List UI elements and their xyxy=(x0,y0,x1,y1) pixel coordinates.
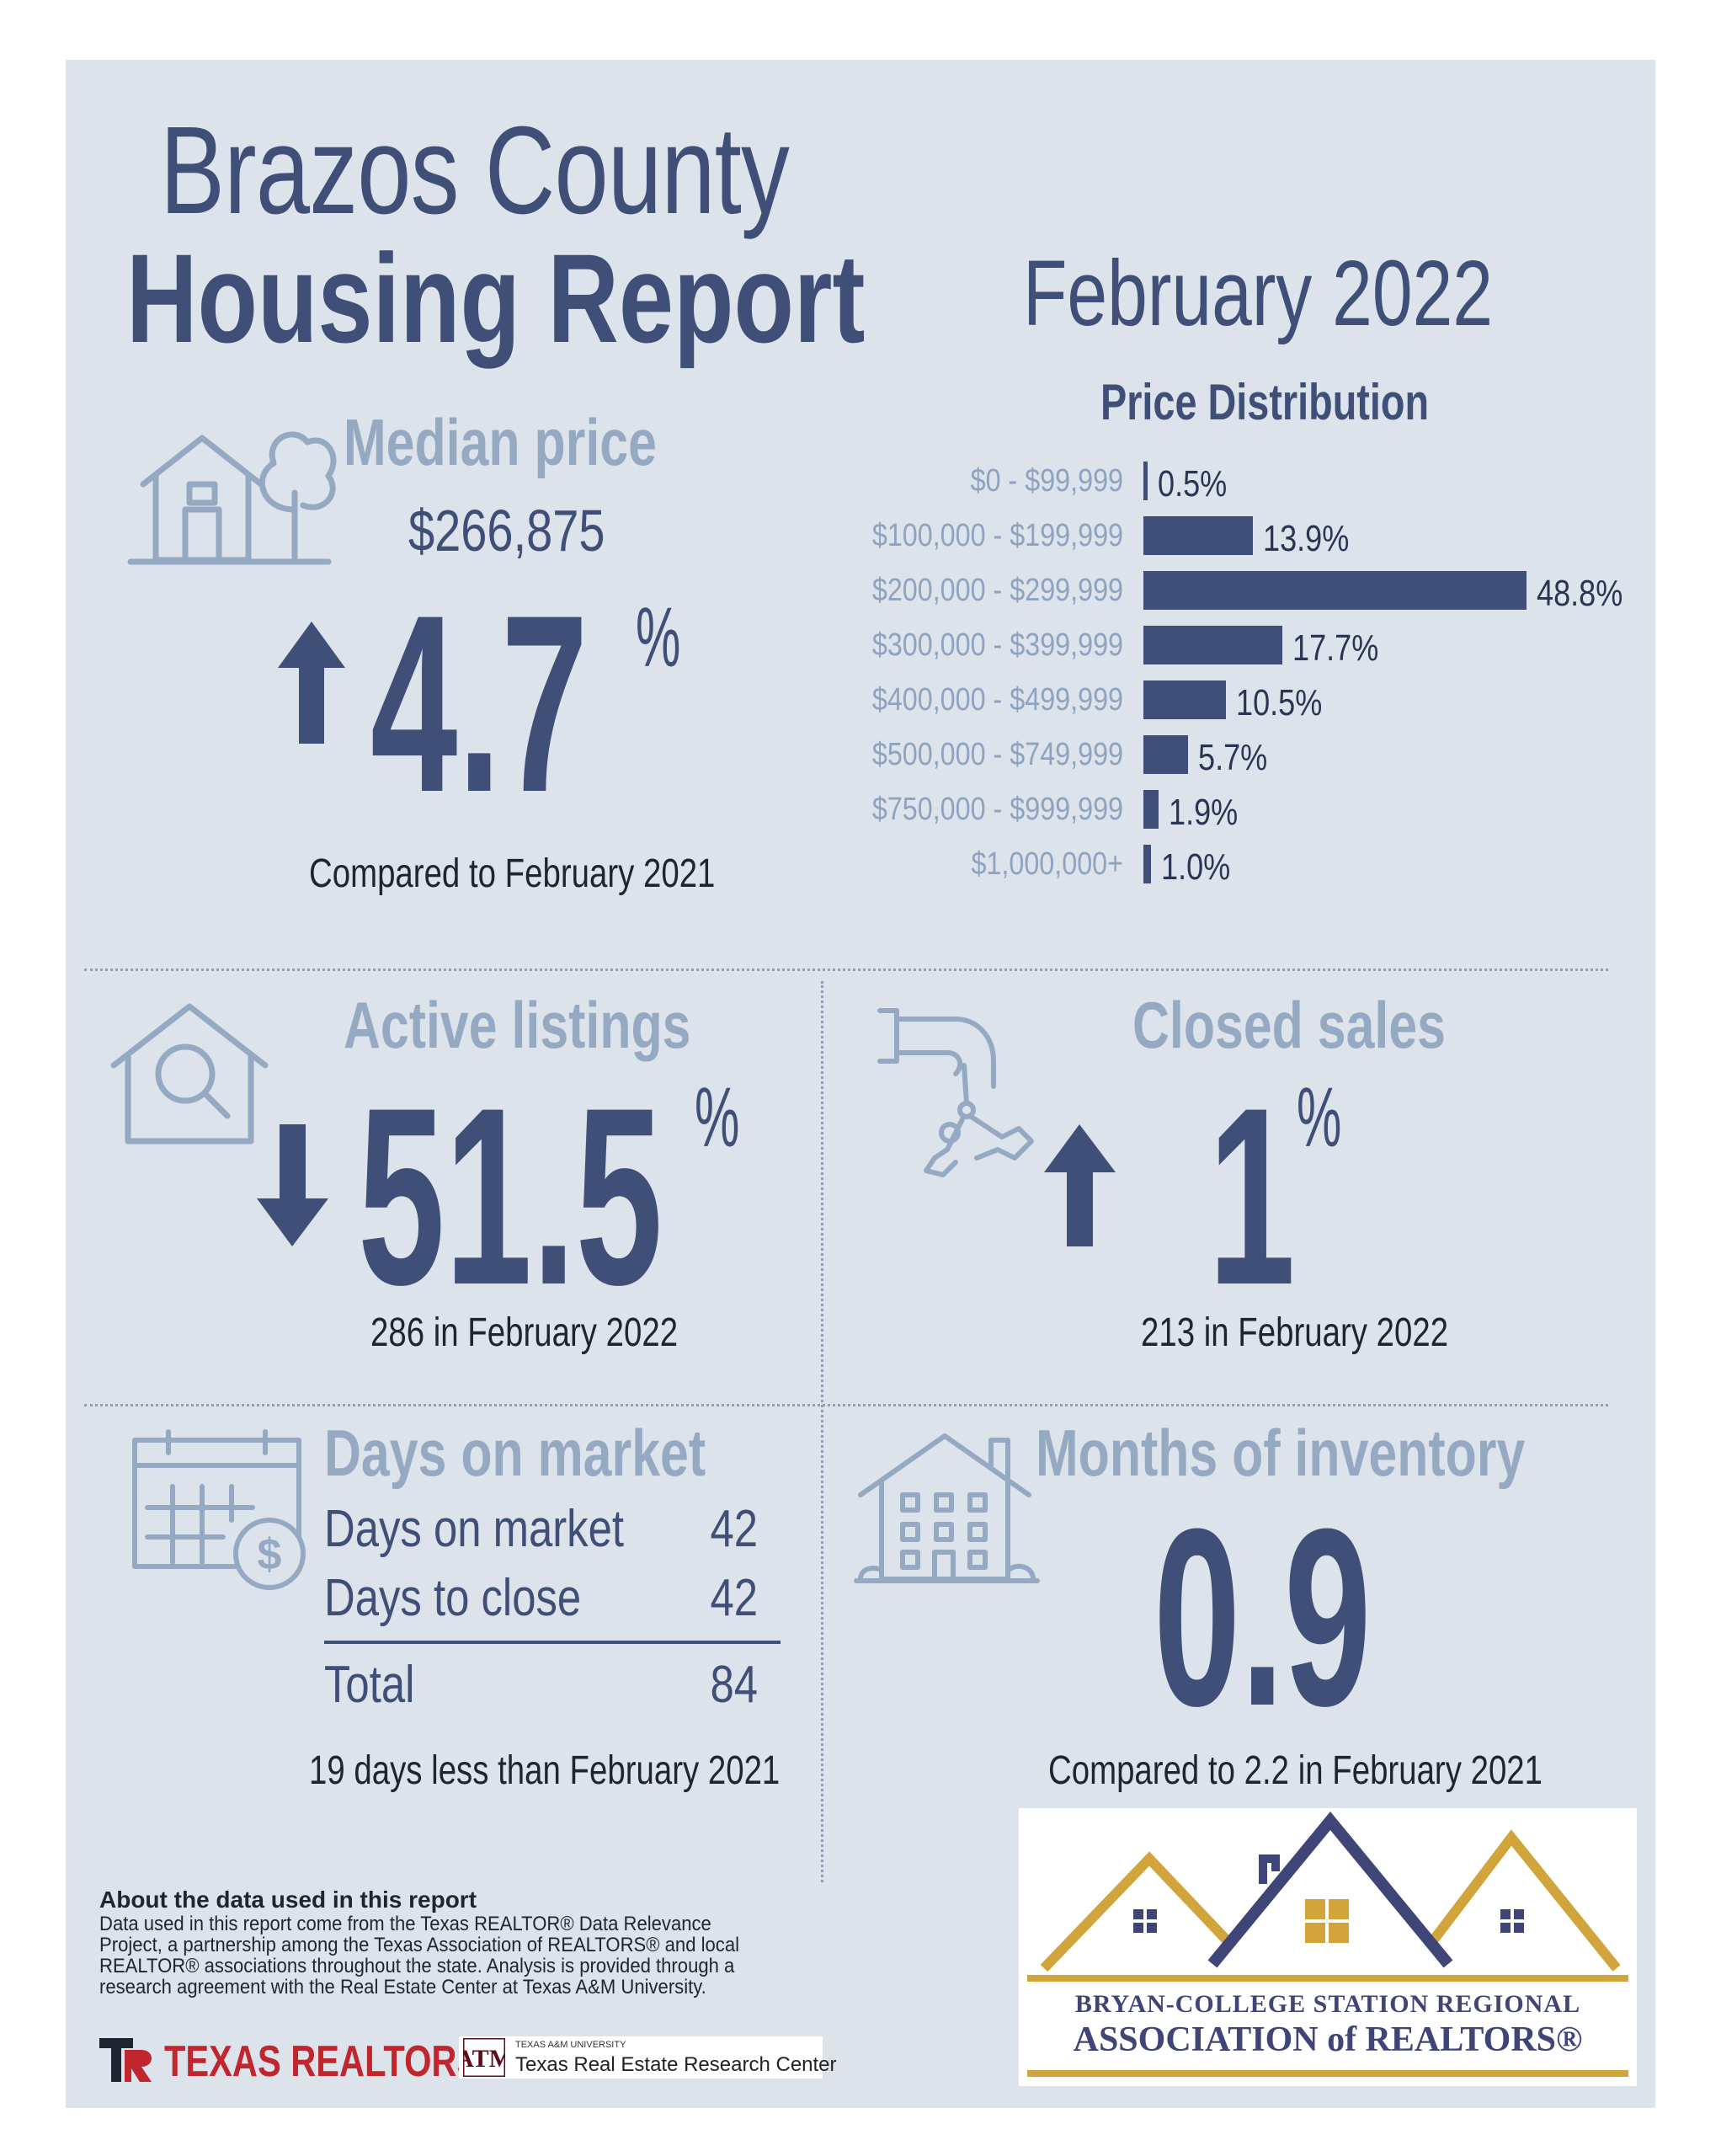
bcs-bottom-rule xyxy=(1027,2070,1628,2077)
active-listings-unit: % xyxy=(695,1070,740,1165)
closed-sales-change: 1 xyxy=(1208,1054,1296,1337)
tamu-center-name: Texas Real Estate Research Center xyxy=(515,2053,837,2076)
about-title: About the data used in this report xyxy=(99,1886,477,1913)
up-arrow-icon xyxy=(1044,1124,1116,1246)
months-inventory-value: 0.9 xyxy=(1154,1476,1372,1758)
down-arrow-icon xyxy=(257,1124,328,1246)
median-price-value: $266,875 xyxy=(408,498,605,563)
dom-row-label-2: Days to close xyxy=(324,1569,582,1627)
dom-total-rule xyxy=(324,1641,781,1644)
price-range-label: $500,000 - $749,999 xyxy=(871,737,1123,772)
months-inventory-caption: Compared to 2.2 in February 2021 xyxy=(1048,1748,1543,1793)
price-range-label: $1,000,000+ xyxy=(971,846,1123,882)
days-on-market-title: Days on market xyxy=(324,1416,706,1490)
bcs-name-line2: ASSOCIATION of REALTORS® xyxy=(1073,2020,1583,2059)
tamu-logo-icon: ATM xyxy=(463,2038,505,2077)
price-range-value: 0.5% xyxy=(1158,463,1228,504)
price-range-value: 10.5% xyxy=(1235,682,1323,723)
price-range-label: $750,000 - $999,999 xyxy=(871,792,1123,827)
price-range-value: 48.8% xyxy=(1537,573,1623,614)
up-arrow-icon xyxy=(278,622,345,744)
bcs-name-line1: BRYAN-COLLEGE STATION REGIONAL xyxy=(1074,1990,1581,2018)
bcs-houses-logo-icon xyxy=(1027,1811,1628,1982)
price-distribution-title: Price Distribution xyxy=(1100,374,1430,430)
dom-row-value-1: 42 xyxy=(710,1500,758,1558)
price-range-value: 1.9% xyxy=(1168,792,1238,833)
price-range-bar xyxy=(1143,845,1152,883)
price-range-bar xyxy=(1143,626,1283,664)
report-title-line1: Brazos County xyxy=(160,101,790,240)
divider-top xyxy=(84,969,1608,971)
price-range-bar xyxy=(1143,790,1159,829)
active-listings-title: Active listings xyxy=(344,988,691,1062)
median-price-change: 4.7 xyxy=(370,562,589,845)
svg-text:ATM: ATM xyxy=(463,2045,505,2073)
price-range-label: $100,000 - $199,999 xyxy=(871,518,1123,553)
dom-row-value-2: 42 xyxy=(710,1569,758,1627)
active-listings-caption: 286 in February 2022 xyxy=(370,1310,679,1355)
closed-sales-caption: 213 in February 2022 xyxy=(1141,1310,1449,1355)
closed-sales-title: Closed sales xyxy=(1132,988,1446,1062)
days-on-market-caption: 19 days less than February 2021 xyxy=(309,1748,781,1793)
texas-realtors-wordmark: TEXAS REALTORS xyxy=(164,2037,481,2086)
active-listings-change: 51.5 xyxy=(358,1054,663,1337)
report-panel xyxy=(66,60,1655,2108)
median-price-unit: % xyxy=(636,590,681,685)
dom-row-label-1: Days on market xyxy=(324,1500,625,1558)
dom-total-label: Total xyxy=(324,1656,415,1714)
divider-middle xyxy=(84,1404,1608,1406)
price-range-value: 17.7% xyxy=(1292,627,1379,669)
price-range-label: $400,000 - $499,999 xyxy=(871,682,1123,718)
svg-text:$: $ xyxy=(258,1530,282,1579)
report-title-line2: Housing Report xyxy=(126,227,866,369)
house-search-icon xyxy=(110,1003,269,1145)
price-range-bar xyxy=(1143,735,1189,774)
dom-total-value: 84 xyxy=(710,1656,758,1714)
median-price-caption: Compared to February 2021 xyxy=(309,851,716,896)
price-range-label: $0 - $99,999 xyxy=(970,463,1123,499)
tamu-university-label: TEXAS A&M UNIVERSITY xyxy=(515,2040,626,2050)
price-range-bar xyxy=(1143,680,1226,719)
price-range-bar xyxy=(1143,571,1527,610)
texas-realtors-logo-icon xyxy=(99,2038,152,2082)
report-date: February 2022 xyxy=(1023,242,1494,345)
calendar-dollar-icon: $ xyxy=(132,1429,306,1590)
price-range-value: 13.9% xyxy=(1262,518,1349,559)
price-range-bar xyxy=(1143,462,1148,500)
price-range-label: $200,000 - $299,999 xyxy=(871,573,1123,608)
price-range-value: 5.7% xyxy=(1198,737,1268,778)
price-range-bar xyxy=(1143,516,1253,555)
tamu-logo-box xyxy=(459,2036,823,2079)
price-range-value: 1.0% xyxy=(1161,846,1231,888)
price-range-label: $300,000 - $399,999 xyxy=(871,627,1123,663)
bcs-logo-box xyxy=(1019,1808,1637,2086)
house-tree-icon xyxy=(127,431,337,565)
median-price-title: Median price xyxy=(344,405,657,479)
hand-keys-icon xyxy=(877,1008,1034,1177)
about-text: Data used in this report come from the T… xyxy=(99,1913,740,1999)
closed-sales-unit: % xyxy=(1297,1070,1342,1165)
divider-vertical xyxy=(821,981,823,1882)
months-inventory-title: Months of inventory xyxy=(1036,1416,1526,1490)
apartment-building-icon xyxy=(854,1433,1040,1583)
